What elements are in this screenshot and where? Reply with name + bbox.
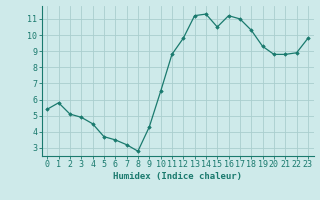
X-axis label: Humidex (Indice chaleur): Humidex (Indice chaleur): [113, 172, 242, 181]
